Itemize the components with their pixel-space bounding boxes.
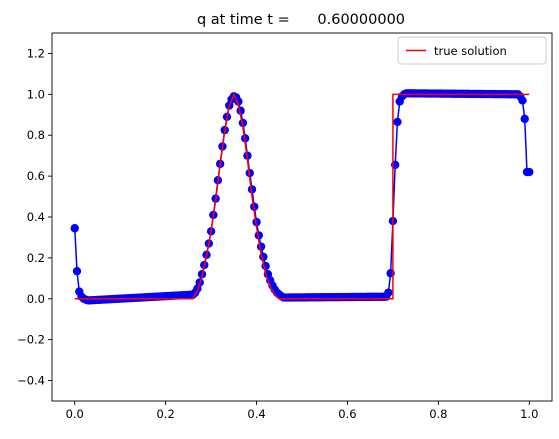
numerical-point — [238, 118, 248, 128]
numerical-point — [247, 185, 257, 194]
x-tick-label: 0.8 — [429, 407, 447, 421]
plot-area: 0.0 0.2 0.4 0.6 0.8 1.0 −0.4 −0.2 0.0 0.2 0.4 0.6 0.… — [17, 32, 553, 421]
numerical-point — [520, 114, 529, 124]
y-tick-label: −0.4 — [17, 374, 45, 388]
x-tick-label: 0.6 — [338, 407, 356, 421]
true-solution-line — [74, 92, 530, 300]
numerical-point — [525, 167, 534, 177]
x-tick-label: 0.4 — [247, 407, 265, 421]
y-tick-label: 0.0 — [27, 292, 45, 306]
numerical-point — [384, 288, 393, 297]
numerical-series-line — [73, 92, 528, 302]
legend-label: true solution — [434, 44, 507, 58]
legend-box — [397, 36, 547, 65]
y-tick-label: 1.2 — [27, 46, 45, 60]
numerical-point — [393, 117, 402, 127]
x-tick-label: 0.2 — [156, 407, 174, 421]
y-tick-label: −0.2 — [17, 333, 45, 347]
x-tick-label: 1.0 — [520, 407, 538, 421]
numerical-point — [70, 224, 79, 233]
x-tick-label: 0.0 — [66, 407, 84, 421]
numerical-point — [518, 96, 527, 105]
numerical-point — [72, 266, 82, 276]
y-tick-label: 0.8 — [27, 128, 45, 142]
chart-title: q at time t = 0.60000000 — [197, 12, 405, 28]
axes-frame — [51, 32, 553, 402]
y-tick-label: 0.2 — [27, 251, 45, 265]
y-tick-label: 0.6 — [27, 169, 45, 183]
y-tick-label: 1.0 — [27, 87, 45, 101]
y-tick-label: 0.4 — [27, 210, 45, 224]
numerical-point — [254, 231, 264, 240]
